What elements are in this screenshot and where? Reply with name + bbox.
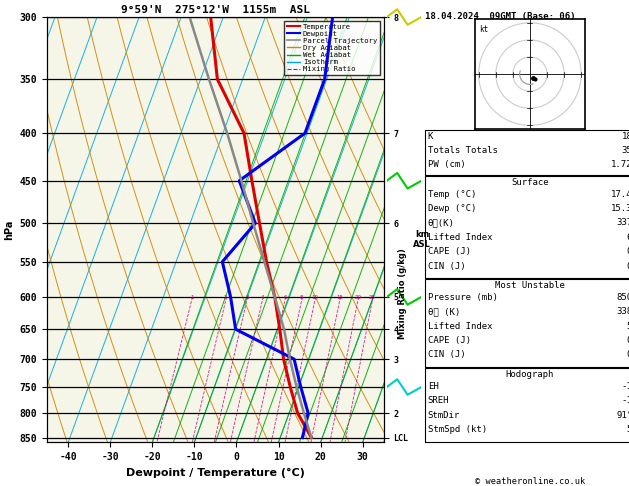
Y-axis label: hPa: hPa: [4, 220, 14, 240]
Text: CIN (J): CIN (J): [428, 350, 465, 360]
Text: CIN (J): CIN (J): [428, 261, 465, 271]
Text: Lifted Index: Lifted Index: [428, 322, 493, 331]
Text: Most Unstable: Most Unstable: [495, 281, 565, 290]
Text: Dewp (°C): Dewp (°C): [428, 204, 476, 213]
Text: 4: 4: [260, 295, 264, 300]
Text: CAPE (J): CAPE (J): [428, 336, 470, 345]
Text: kt: kt: [479, 25, 488, 34]
Text: EH: EH: [428, 382, 438, 391]
Text: 15: 15: [337, 295, 343, 300]
Text: 1.72: 1.72: [611, 160, 629, 170]
Text: 15.3: 15.3: [611, 204, 629, 213]
Text: 8: 8: [300, 295, 303, 300]
Text: Temp (°C): Temp (°C): [428, 190, 476, 199]
Text: 25: 25: [369, 295, 376, 300]
Text: 2: 2: [224, 295, 228, 300]
Text: 0: 0: [626, 261, 629, 271]
Text: 18.04.2024  09GMT (Base: 06): 18.04.2024 09GMT (Base: 06): [425, 12, 575, 21]
Text: 91°: 91°: [616, 411, 629, 420]
Text: Surface: Surface: [511, 178, 548, 187]
Text: θᴁ (K): θᴁ (K): [428, 308, 460, 316]
Text: StmSpd (kt): StmSpd (kt): [428, 425, 487, 434]
Text: 6: 6: [283, 295, 287, 300]
Text: 0: 0: [626, 350, 629, 360]
Text: Lifted Index: Lifted Index: [428, 233, 493, 242]
Legend: Temperature, Dewpoint, Parcel Trajectory, Dry Adiabat, Wet Adiabat, Isotherm, Mi: Temperature, Dewpoint, Parcel Trajectory…: [284, 20, 380, 75]
Text: Totals Totals: Totals Totals: [428, 146, 498, 155]
Text: Hodograph: Hodograph: [506, 370, 554, 379]
Text: 5: 5: [626, 322, 629, 331]
Text: -1: -1: [621, 397, 629, 405]
Text: 0: 0: [626, 247, 629, 256]
Text: StmDir: StmDir: [428, 411, 460, 420]
Text: Pressure (mb): Pressure (mb): [428, 293, 498, 302]
Text: 6: 6: [626, 233, 629, 242]
Text: θᴁ(K): θᴁ(K): [428, 219, 455, 227]
Text: 3: 3: [245, 295, 248, 300]
X-axis label: Dewpoint / Temperature (°C): Dewpoint / Temperature (°C): [126, 468, 305, 478]
Text: PW (cm): PW (cm): [428, 160, 465, 170]
Text: 20: 20: [355, 295, 362, 300]
Title: 9°59'N  275°12'W  1155m  ASL: 9°59'N 275°12'W 1155m ASL: [121, 5, 310, 15]
Text: 5: 5: [626, 425, 629, 434]
Y-axis label: km
ASL: km ASL: [413, 230, 431, 249]
Text: Mixing Ratio (g/kg): Mixing Ratio (g/kg): [398, 248, 407, 339]
Text: 1: 1: [190, 295, 193, 300]
Text: 10: 10: [311, 295, 318, 300]
Text: 18: 18: [621, 132, 629, 141]
Text: K: K: [428, 132, 433, 141]
Text: 850: 850: [616, 293, 629, 302]
Text: © weatheronline.co.uk: © weatheronline.co.uk: [475, 477, 585, 486]
Text: 0: 0: [626, 336, 629, 345]
Text: 17.4: 17.4: [611, 190, 629, 199]
Text: 338: 338: [616, 308, 629, 316]
Text: SREH: SREH: [428, 397, 449, 405]
Text: 337: 337: [616, 219, 629, 227]
Text: CAPE (J): CAPE (J): [428, 247, 470, 256]
Text: 35: 35: [621, 146, 629, 155]
Text: -1: -1: [621, 382, 629, 391]
